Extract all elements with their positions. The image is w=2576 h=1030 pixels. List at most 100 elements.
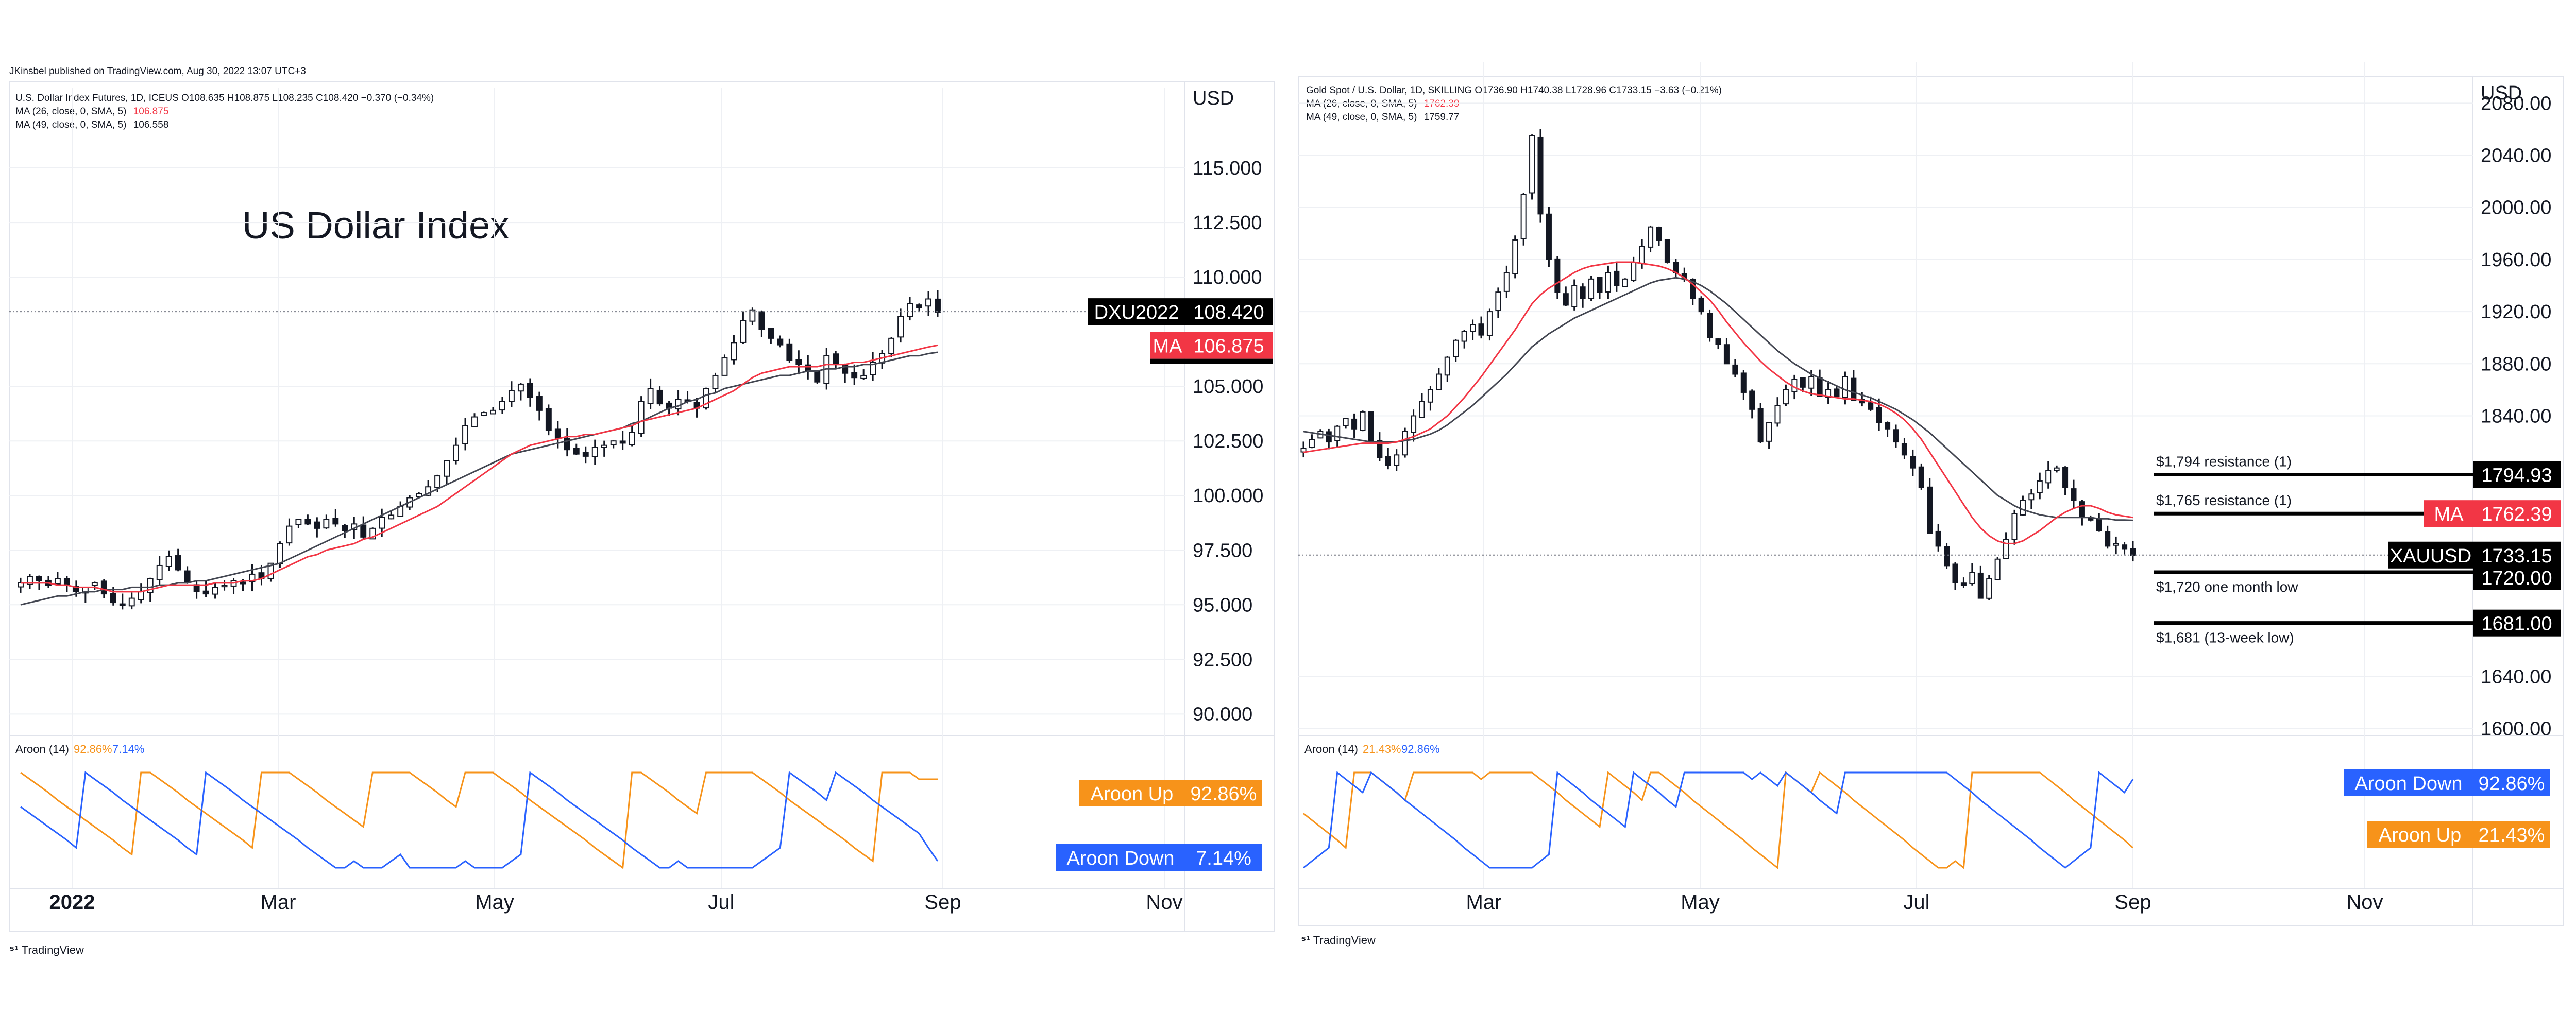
gold-candle-body	[1495, 291, 1501, 311]
dxy-aroon-down-tag-value-bg	[1185, 844, 1262, 871]
gold-candle-body	[2105, 531, 2111, 547]
gold-currency-label: USD	[2481, 82, 2522, 104]
gold-candle-body	[1453, 339, 1459, 357]
dxy-candle-body	[453, 444, 459, 461]
gold-level-tag-value: 1681.00	[2481, 613, 2552, 635]
gold-candle-body	[1723, 344, 1730, 365]
gold-level-tag	[2473, 461, 2561, 488]
dxy-x-tick-label: Nov	[1146, 891, 1182, 914]
dxy-candle-body	[54, 578, 61, 585]
dxy-candle	[545, 404, 552, 436]
dxy-candle	[490, 407, 496, 415]
dxy-candle	[573, 443, 580, 455]
dxy-candle	[508, 381, 515, 407]
gold-candle	[2037, 472, 2043, 500]
gold-candle-body	[1648, 226, 1654, 248]
gold-x-tick-label: Jul	[1903, 891, 1929, 914]
dxy-aroon-down-line	[20, 771, 939, 869]
dxy-candle	[517, 383, 524, 401]
dxy-candle	[27, 574, 33, 589]
dxy-candle	[870, 352, 876, 381]
gold-candle-body	[2088, 518, 2094, 521]
dxy-candle	[647, 378, 654, 409]
dxy-candle	[758, 310, 765, 337]
gold-candle-body	[1707, 313, 1713, 338]
dxy-candle-body	[860, 374, 867, 379]
dxy-candle-body	[916, 304, 922, 308]
gold-candle-body	[1986, 578, 1992, 599]
gold-candle-body	[2122, 544, 2128, 550]
gold-candle	[1495, 287, 1501, 318]
dxy-candle	[360, 516, 367, 539]
tv-label-left: TradingView	[21, 943, 84, 956]
dxy-tag-value-bg	[1185, 298, 1273, 325]
gold-candle-body	[1571, 285, 1578, 307]
dxy-aroon-down-value: 7.14%	[112, 743, 144, 756]
gold-level-label: $1,681 (13-week low)	[2156, 630, 2294, 646]
gold-candle-body	[1631, 261, 1637, 281]
gold-candle-body	[2071, 488, 2077, 501]
dxy-tag-value-bg	[1185, 332, 1273, 359]
dxy-tag-name: DXU2022	[1094, 302, 1179, 323]
dxy-candle-body	[768, 328, 774, 339]
tv-label-right: TradingView	[1313, 934, 1376, 947]
dxy-candle	[851, 364, 858, 385]
dxy-candle	[860, 369, 867, 380]
gold-candle	[1444, 356, 1450, 382]
gold-candle-body	[1394, 454, 1400, 466]
dxy-candle-body	[758, 311, 765, 330]
gold-candle-body	[1360, 411, 1366, 431]
gold-candle	[1427, 386, 1433, 411]
gold-level-tag-value: 1794.93	[2481, 465, 2552, 486]
gold-aroon-down-tag-value-bg	[2473, 769, 2550, 796]
gold-candle-body	[1876, 407, 1882, 423]
dxy-candle-body	[100, 580, 107, 595]
dxy-aroon-label: Aroon (14)	[15, 743, 69, 756]
gold-candle-body	[1563, 293, 1569, 306]
dxy-candle-body	[360, 524, 367, 538]
gold-candle	[1952, 562, 1958, 590]
dxy-candle	[749, 307, 756, 325]
dxy-candle-body	[27, 576, 33, 585]
dxy-aroon-down-tag-label-bg	[1056, 844, 1185, 871]
dxy-candle-body	[481, 412, 487, 416]
dxy-candle	[453, 437, 459, 465]
gold-level-label: $1,794 resistance (1)	[2156, 453, 2292, 469]
dxy-candle	[629, 425, 635, 447]
dxy-candle-body	[63, 578, 70, 586]
dxy-candle-body	[536, 396, 543, 411]
dxy-y-tick-label: 92.500	[1193, 649, 1252, 671]
dxy-candle-body	[721, 357, 728, 376]
gold-candle	[1901, 438, 1907, 459]
gold-candle-body	[1817, 377, 1823, 397]
gold-candle	[1520, 193, 1527, 246]
dxy-candle	[202, 581, 209, 597]
gold-candle-body	[2062, 467, 2069, 488]
dxy-tag-name: MA	[1153, 336, 1183, 357]
gold-candle	[1783, 384, 1789, 406]
gold-candle	[1300, 441, 1307, 458]
gold-candle-body	[1732, 364, 1738, 375]
gold-candle-body	[1605, 272, 1611, 293]
gold-candle	[1960, 577, 1967, 588]
gold-candle-body	[1444, 356, 1450, 376]
gold-candle	[1571, 279, 1578, 311]
gold-candle-body	[1885, 422, 1891, 430]
dxy-candle-body	[795, 359, 802, 365]
gold-candle-body	[1893, 429, 1899, 443]
gold-candle	[1351, 413, 1358, 438]
dxy-candle	[165, 550, 172, 571]
dxy-tag-name-bg	[1088, 298, 1185, 325]
dxy-candle-body	[888, 337, 895, 354]
gold-candle	[1723, 338, 1730, 365]
dxy-candle	[314, 517, 320, 538]
gold-aroon-down-tag-value: 92.86%	[2479, 773, 2545, 795]
dxy-candle-body	[907, 303, 913, 317]
gold-candle-body	[1868, 402, 1874, 410]
dxy-candle-body	[416, 493, 422, 497]
dxy-candle-body	[833, 353, 839, 365]
gold-aroon-down-value: 92.86%	[1401, 743, 1440, 756]
gold-candle	[1478, 316, 1484, 339]
dxy-y-tick-label: 90.000	[1193, 703, 1252, 725]
gold-candle-body	[1918, 466, 1924, 488]
